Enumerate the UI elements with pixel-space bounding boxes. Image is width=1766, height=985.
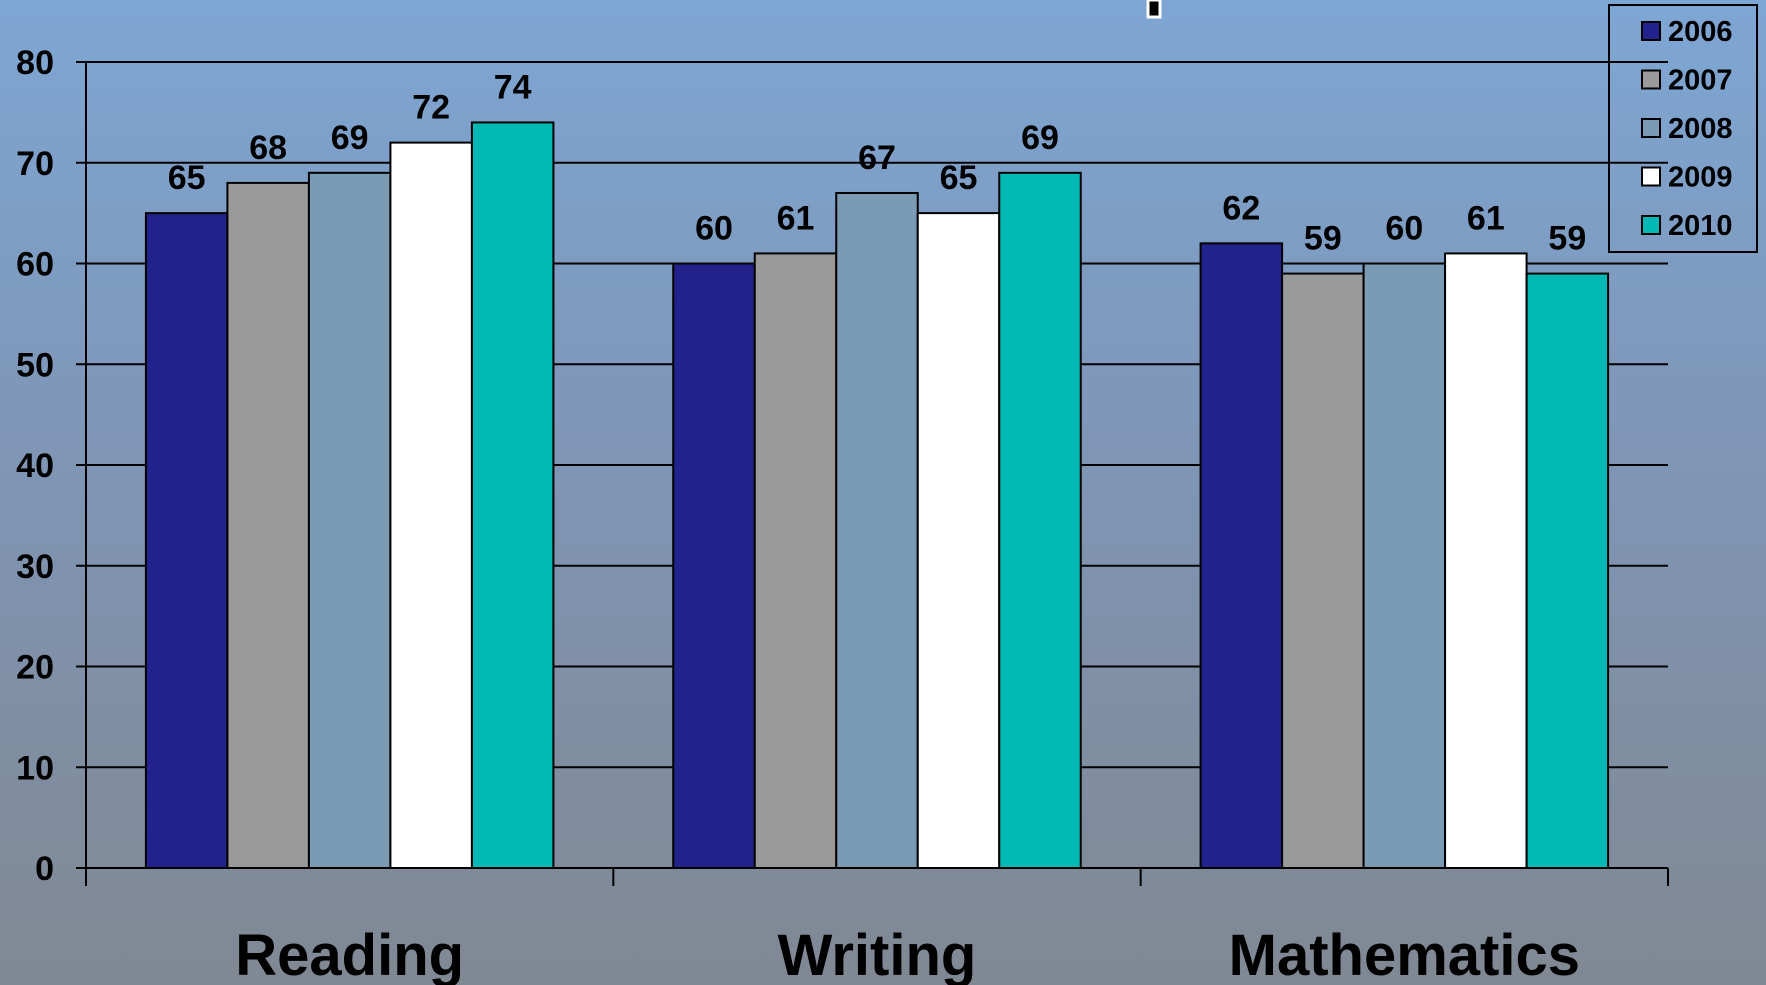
legend-label: 2006 <box>1668 16 1733 48</box>
bar <box>1362 262 1447 869</box>
bar-value-label: 60 <box>695 210 733 248</box>
bar <box>1199 242 1284 870</box>
y-tick-label: 60 <box>16 246 54 284</box>
bar-value-label: 69 <box>331 119 369 157</box>
x-category-label: Writing <box>778 923 977 985</box>
y-tick-label: 40 <box>16 447 54 485</box>
y-tick-label: 70 <box>16 145 54 183</box>
legend-swatch <box>1641 118 1661 138</box>
x-category-label: Mathematics <box>1229 923 1580 985</box>
bar-value-label: 68 <box>249 129 287 167</box>
y-tick-label: 0 <box>35 850 54 888</box>
bar-value-label: 61 <box>777 199 815 237</box>
bar <box>307 171 392 869</box>
bar-value-label: 67 <box>858 139 896 177</box>
bar-value-label: 59 <box>1548 220 1586 258</box>
legend-label: 2010 <box>1668 210 1733 242</box>
bar-value-label: 69 <box>1021 119 1059 157</box>
bar <box>1525 272 1610 869</box>
bar-value-label: 72 <box>412 89 450 127</box>
bar-value-label: 60 <box>1385 210 1423 248</box>
bar <box>753 252 838 870</box>
legend: 2006 2007 2008 2009 2010 <box>1608 4 1758 253</box>
bars <box>144 121 1610 870</box>
bar <box>916 212 1001 869</box>
bar-value-label: 61 <box>1467 199 1505 237</box>
axes: 0 10 20 30 40 50 60 70 80 Reading Writing Mathemati… <box>16 44 1669 985</box>
y-tick-label: 80 <box>16 44 54 82</box>
legend-box <box>1608 4 1758 253</box>
data-labels: 65 60 62 68 61 59 69 67 60 72 65 61 74 69 59 <box>168 68 1586 257</box>
bar-value-label: 59 <box>1304 220 1342 258</box>
legend-label: 2008 <box>1668 113 1733 145</box>
legend-label: 2007 <box>1668 65 1733 97</box>
bar-value-label: 74 <box>494 68 532 106</box>
bar <box>1444 252 1528 870</box>
bar <box>1281 272 1365 869</box>
legend-swatch <box>1641 215 1661 235</box>
legend-swatch <box>1641 166 1661 187</box>
bar-value-label: 65 <box>940 159 978 197</box>
legend-swatch <box>1641 69 1661 90</box>
y-tick-label: 50 <box>16 346 54 384</box>
bar <box>672 262 756 869</box>
bar <box>835 191 919 870</box>
y-tick-label: 30 <box>16 548 54 586</box>
legend-label: 2009 <box>1668 162 1733 194</box>
title-fragment-mark <box>1146 0 1162 19</box>
bar <box>226 181 310 869</box>
y-tick-label: 20 <box>16 649 54 687</box>
x-category-label: Reading <box>235 923 464 985</box>
legend-swatch <box>1641 21 1661 41</box>
bar <box>144 212 229 869</box>
bar <box>470 121 555 869</box>
bar-value-label: 62 <box>1222 189 1260 227</box>
bar <box>389 141 473 870</box>
bar <box>998 171 1082 869</box>
y-tick-label: 10 <box>16 749 54 787</box>
bar-value-label: 65 <box>168 159 206 197</box>
